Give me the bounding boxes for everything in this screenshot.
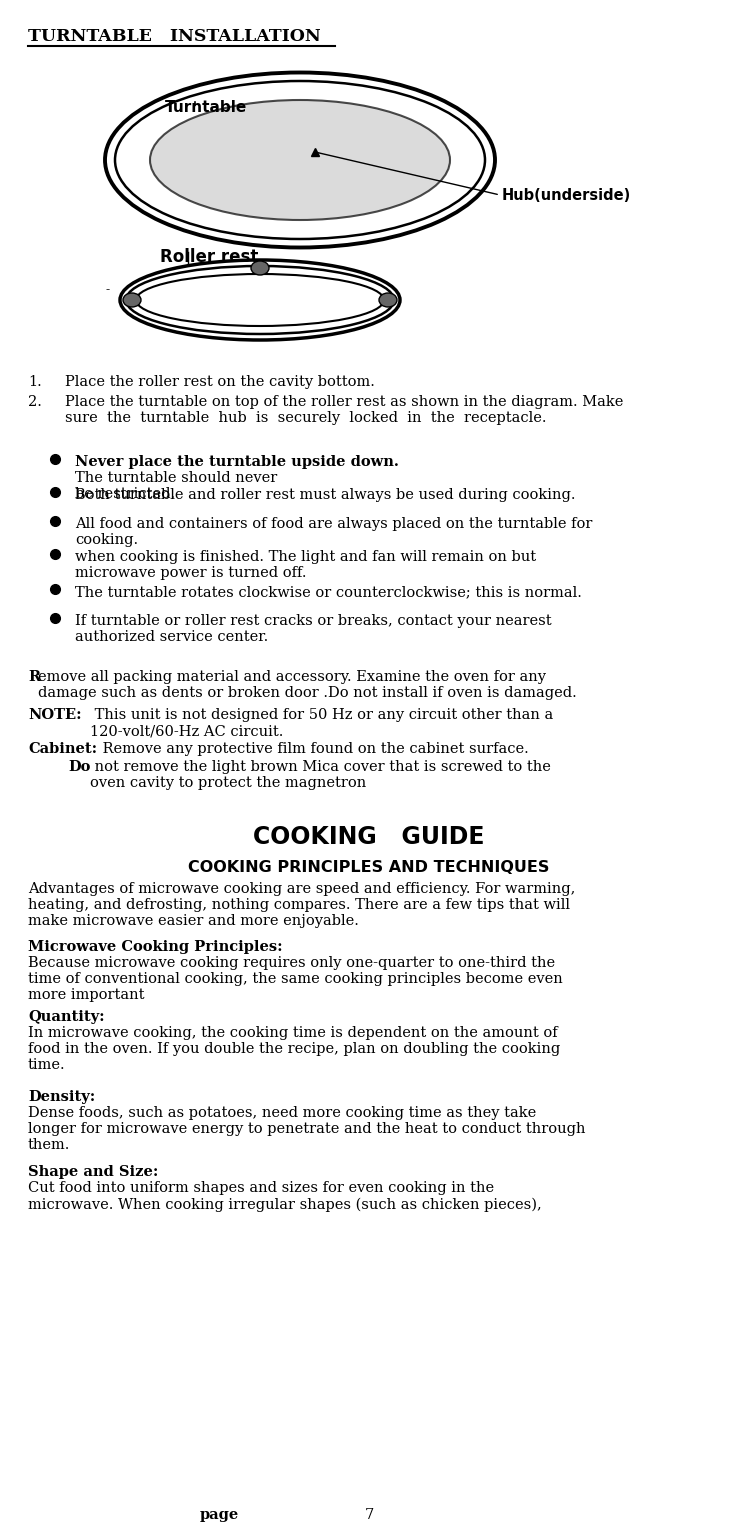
Text: Do: Do [68,759,90,775]
Text: Cut food into uniform shapes and sizes for even cooking in the
microwave. When c: Cut food into uniform shapes and sizes f… [28,1181,542,1212]
Text: page: page [200,1508,239,1522]
Ellipse shape [251,261,269,275]
Text: Hub(underside): Hub(underside) [502,187,631,202]
Text: 1.: 1. [28,374,42,390]
Text: Shape and Size:: Shape and Size: [28,1164,159,1180]
Text: COOKING PRINCIPLES AND TECHNIQUES: COOKING PRINCIPLES AND TECHNIQUES [188,861,550,874]
Ellipse shape [379,293,397,307]
Text: The turntable should never
be restricted.: The turntable should never be restricted… [75,471,277,502]
Text: This unit is not designed for 50 Hz or any circuit other than a
120-volt/60-Hz A: This unit is not designed for 50 Hz or a… [90,709,554,738]
Text: Dense foods, such as potatoes, need more cooking time as they take
longer for mi: Dense foods, such as potatoes, need more… [28,1106,585,1152]
Text: -: - [105,282,109,296]
Text: Turntable: Turntable [165,100,247,115]
Text: 2.: 2. [28,394,42,410]
Text: Cabinet:: Cabinet: [28,742,97,756]
Ellipse shape [150,100,450,219]
Text: All food and containers of food are always placed on the turntable for
cooking.: All food and containers of food are alwa… [75,517,593,548]
Text: 7: 7 [365,1508,373,1522]
Text: Advantages of microwave cooking are speed and efficiency. For warming,
heating, : Advantages of microwave cooking are spee… [28,882,576,928]
Text: not remove the light brown Mica cover that is screwed to the
oven cavity to prot: not remove the light brown Mica cover th… [90,759,551,790]
Ellipse shape [123,293,141,307]
Text: The turntable rotates clockwise or counterclockwise; this is normal.: The turntable rotates clockwise or count… [75,584,582,598]
Text: Remove any protective film found on the cabinet surface.: Remove any protective film found on the … [98,742,528,756]
Text: NOTE:: NOTE: [28,709,82,723]
Text: Never place the turntable upside down.: Never place the turntable upside down. [75,456,399,469]
Text: when cooking is finished. The light and fan will remain on but
microwave power i: when cooking is finished. The light and … [75,551,536,580]
Text: Roller rest: Roller rest [160,249,258,265]
Text: In microwave cooking, the cooking time is dependent on the amount of
food in the: In microwave cooking, the cooking time i… [28,1026,560,1072]
Text: COOKING   GUIDE: COOKING GUIDE [253,825,485,848]
Text: emove all packing material and accessory. Examine the oven for any
damage such a: emove all packing material and accessory… [38,670,577,700]
Text: Place the roller rest on the cavity bottom.: Place the roller rest on the cavity bott… [65,374,375,390]
Text: Density:: Density: [28,1091,95,1104]
Text: Place the turntable on top of the roller rest as shown in the diagram. Make
sure: Place the turntable on top of the roller… [65,394,624,425]
Text: TURNTABLE   INSTALLATION: TURNTABLE INSTALLATION [28,28,321,44]
Text: Microwave Cooking Principles:: Microwave Cooking Principles: [28,940,283,954]
Text: Quantity:: Quantity: [28,1009,105,1025]
Text: Both turntable and roller rest must always be used during cooking.: Both turntable and roller rest must alwa… [75,488,576,502]
Text: R: R [28,670,40,684]
Text: Because microwave cooking requires only one-quarter to one-third the
time of con: Because microwave cooking requires only … [28,956,563,1002]
Text: If turntable or roller rest cracks or breaks, contact your nearest
authorized se: If turntable or roller rest cracks or br… [75,614,551,644]
